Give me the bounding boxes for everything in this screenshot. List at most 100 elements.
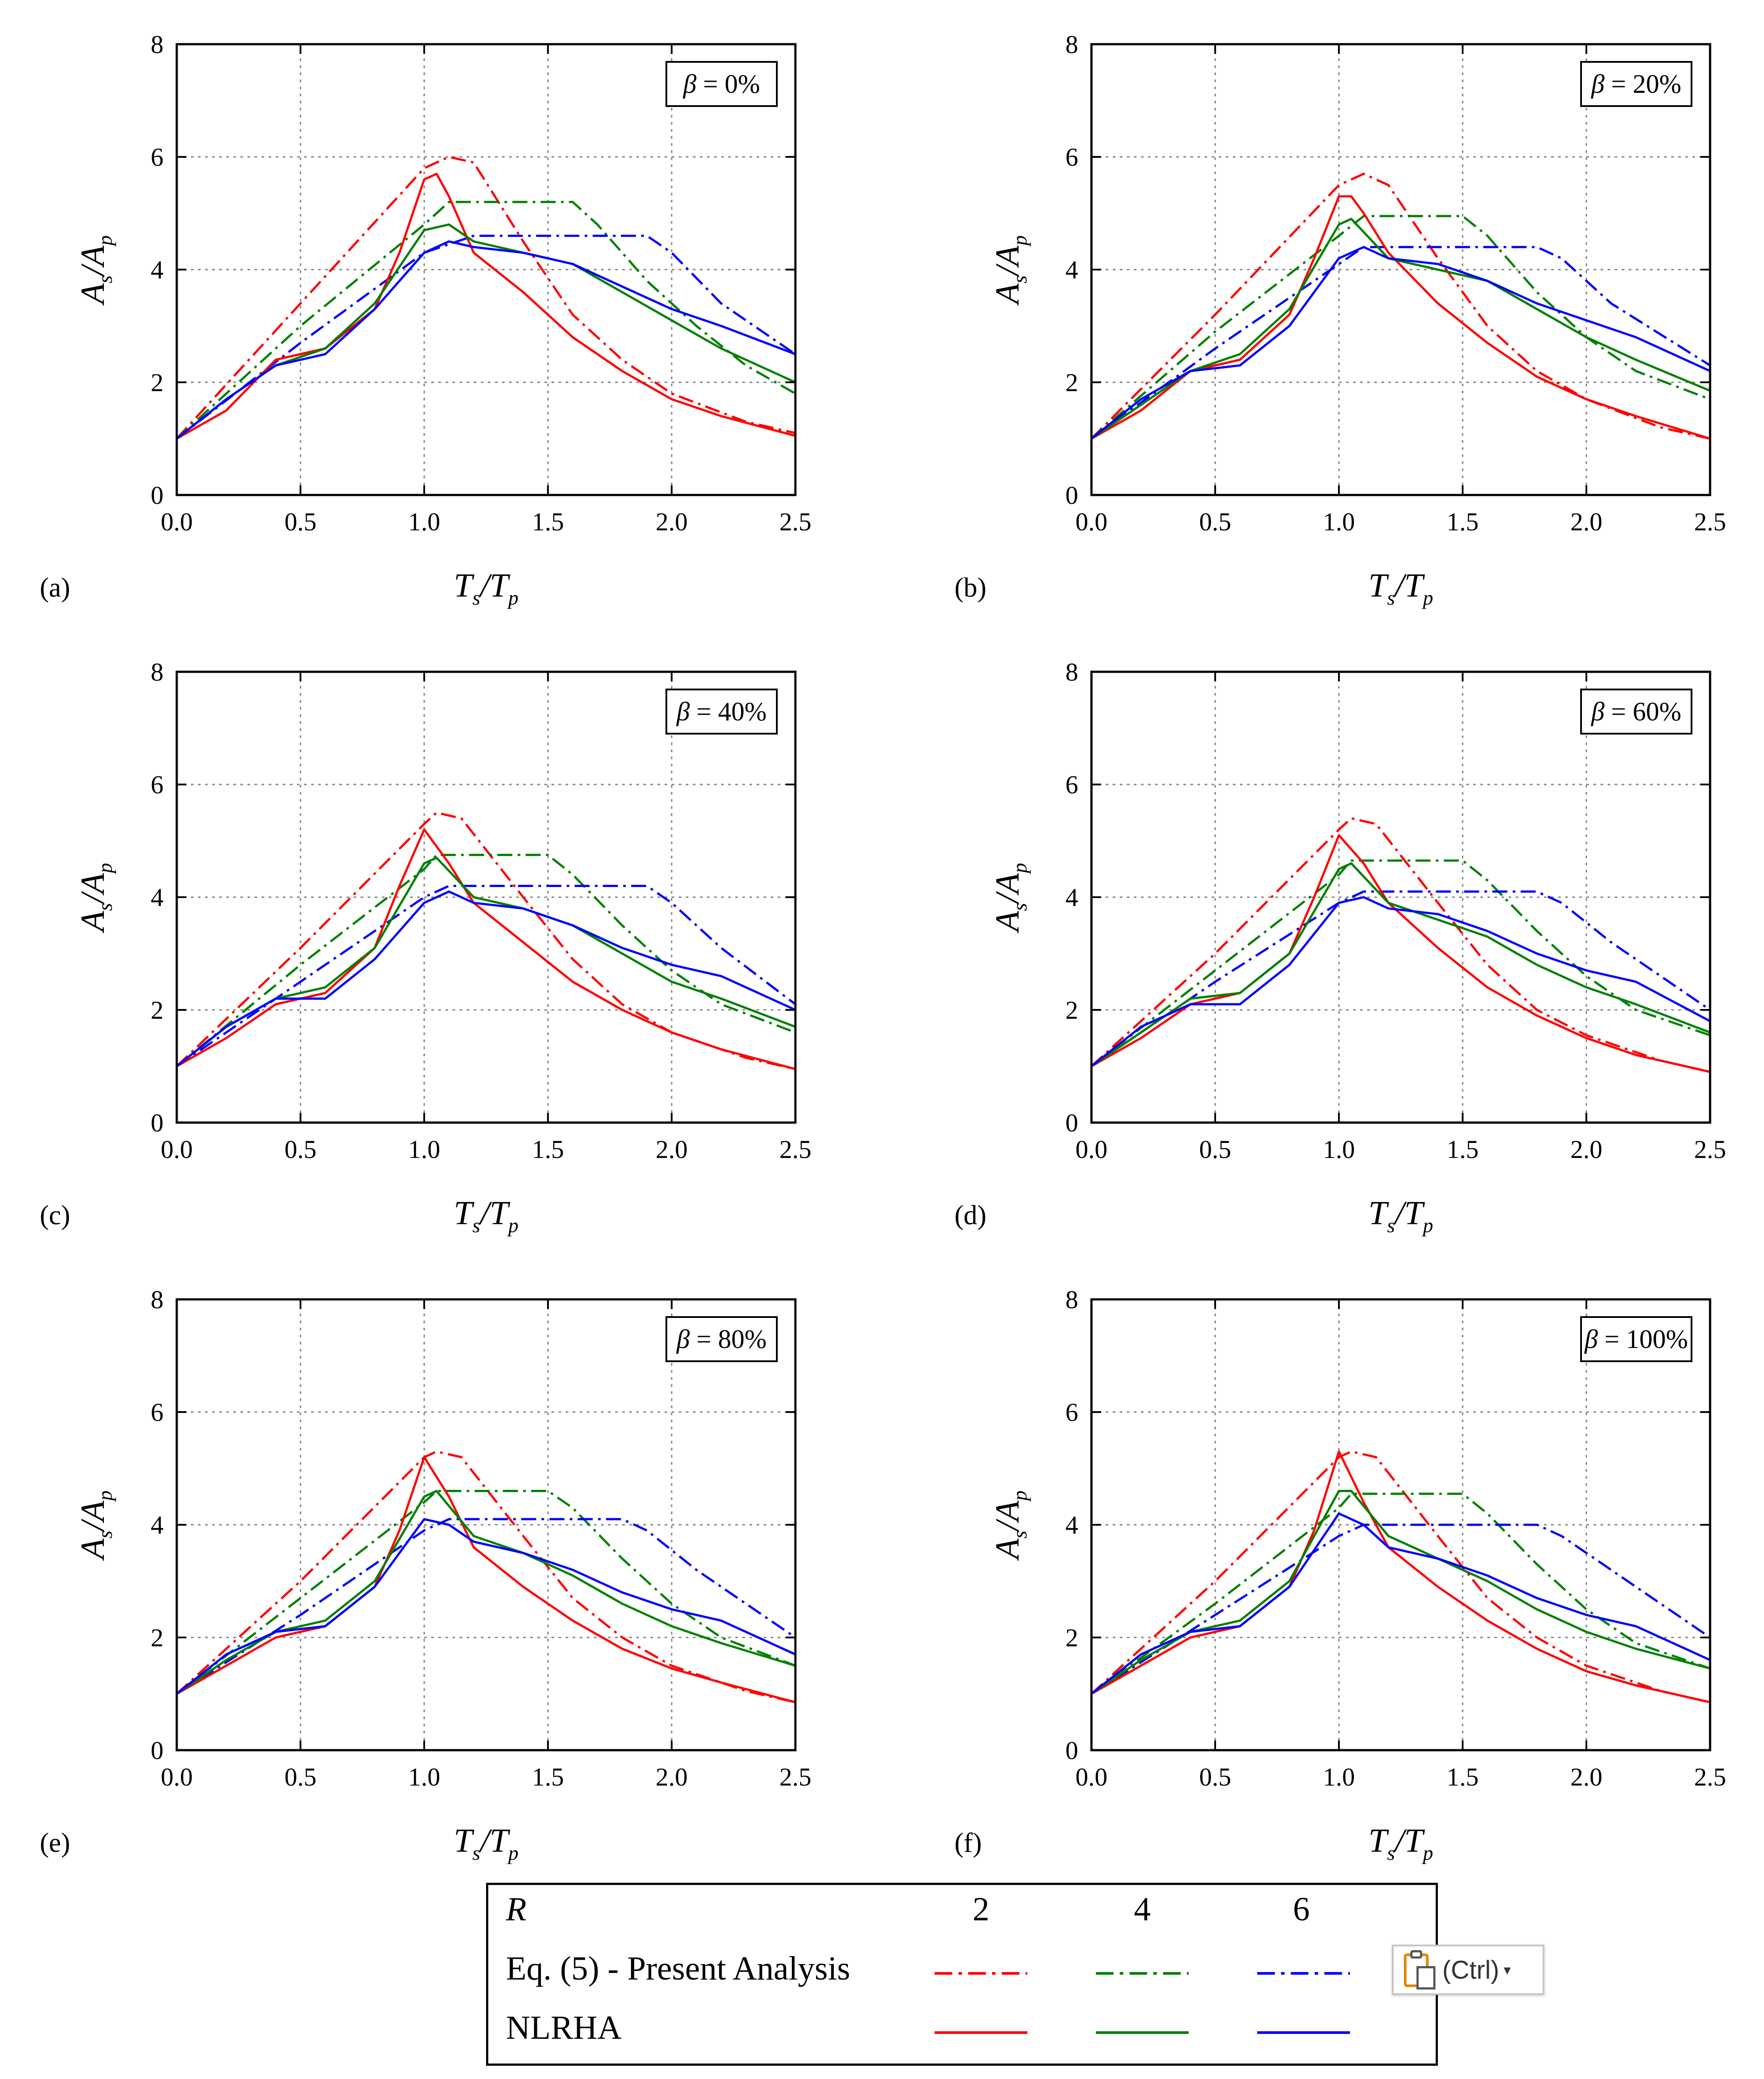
- x-tick-label: 1.0: [408, 507, 441, 536]
- y-tick-label: 8: [1065, 30, 1078, 59]
- x-tick-label: 0.0: [161, 1763, 193, 1791]
- beta-annotation-box: [1580, 61, 1692, 107]
- chart-panel: 0.0 0.5 1.0 1.5 2.0 2.5 0 2 4 6 8 β = 20% Ts/Tp As/Ap…: [954, 30, 1726, 609]
- x-axis-label: Ts/Tp: [454, 1822, 519, 1864]
- panel-label: (d): [954, 1200, 986, 1230]
- series-line: [1091, 195, 1711, 440]
- y-tick-label: 0: [151, 481, 163, 510]
- y-tick-label: 4: [1065, 1511, 1078, 1539]
- series-line: [1091, 862, 1711, 1067]
- series-line: [176, 811, 796, 1070]
- y-tick-label: 4: [151, 1511, 163, 1539]
- beta-annotation-box: [665, 1316, 778, 1362]
- y-axis-label: As/Ap: [989, 863, 1031, 934]
- x-axis-label: Ts/Tp: [1369, 567, 1433, 609]
- series-line: [1091, 890, 1711, 1067]
- x-tick-label: 2.5: [779, 1763, 812, 1791]
- series-line: [176, 890, 796, 1067]
- beta-annotation: β = 20%: [1591, 69, 1681, 99]
- y-tick-label: 6: [1065, 1398, 1078, 1427]
- beta-annotation: β = 80%: [676, 1325, 767, 1354]
- x-tick-label: 0.5: [285, 1763, 317, 1791]
- y-tick-label: 0: [1065, 1736, 1078, 1765]
- panel-label: (c): [40, 1200, 70, 1230]
- y-tick-label: 4: [151, 255, 163, 284]
- legend-r-value-4: 4: [1134, 1891, 1151, 1928]
- y-tick-label: 6: [151, 770, 163, 799]
- x-tick-label: 2.5: [1694, 1135, 1726, 1164]
- clipboard-icon: [1403, 1950, 1437, 1990]
- series-line: [1091, 1450, 1711, 1704]
- panel-label: (b): [954, 573, 986, 603]
- series-line: [176, 1456, 796, 1704]
- series-line: [176, 1490, 796, 1695]
- y-tick-label: 2: [1065, 1623, 1078, 1652]
- series-line: [1091, 246, 1711, 440]
- x-tick-label: 0.0: [1076, 507, 1108, 536]
- legend-row-nlrha: NLRHA: [506, 2009, 622, 2046]
- x-tick-label: 1.5: [1447, 1763, 1479, 1791]
- beta-annotation-box: [1580, 1316, 1692, 1362]
- x-axis-label: Ts/Tp: [454, 1195, 519, 1237]
- series-line: [1091, 1523, 1711, 1695]
- series-line: [1091, 1512, 1711, 1695]
- series-line: [1091, 215, 1711, 440]
- y-axis-label: As/Ap: [74, 236, 116, 306]
- y-axis-label: As/Ap: [989, 236, 1031, 306]
- chart-panel: 0.0 0.5 1.0 1.5 2.0 2.5 0 2 4 6 8 β = 100% Ts/Tp As/A…: [954, 1285, 1726, 1864]
- series-line: [1091, 217, 1711, 440]
- x-axis-label: Ts/Tp: [454, 567, 519, 609]
- x-tick-label: 1.0: [1323, 1135, 1355, 1164]
- beta-annotation: β = 100%: [1584, 1325, 1688, 1354]
- series-line: [1091, 172, 1711, 440]
- x-tick-label: 2.0: [656, 1763, 688, 1791]
- y-tick-label: 6: [151, 1398, 163, 1427]
- beta-annotation: β = 40%: [676, 697, 767, 726]
- y-tick-label: 6: [1065, 770, 1078, 799]
- y-tick-label: 4: [1065, 255, 1078, 284]
- series-line: [176, 1490, 796, 1695]
- series-line: [176, 828, 796, 1070]
- beta-annotation: β = 60%: [1591, 697, 1681, 726]
- x-tick-label: 2.5: [779, 507, 812, 536]
- series-line: [176, 172, 796, 440]
- series-line: [176, 1518, 796, 1695]
- x-tick-label: 2.0: [1570, 1763, 1603, 1791]
- series-line: [176, 201, 796, 440]
- y-tick-label: 8: [1065, 1285, 1078, 1314]
- series-line: [1091, 1450, 1711, 1704]
- y-tick-label: 2: [1065, 368, 1078, 397]
- chart-panel: 0.0 0.5 1.0 1.5 2.0 2.5 0 2 4 6 8 β = 80% Ts/Tp As/Ap…: [40, 1285, 811, 1864]
- series-line: [176, 223, 796, 440]
- chart-panel: 0.0 0.5 1.0 1.5 2.0 2.5 0 2 4 6 8 β = 60% Ts/Tp As/Ap…: [954, 658, 1726, 1237]
- x-tick-label: 1.0: [1323, 1763, 1355, 1791]
- series-line: [176, 235, 796, 440]
- chart-panel: 0.0 0.5 1.0 1.5 2.0 2.5 0 2 4 6 8 β = 40% Ts/Tp As/Ap…: [40, 658, 811, 1237]
- series-line: [176, 1450, 796, 1704]
- paste-options-button[interactable]: (Ctrl) ▾: [1392, 1945, 1544, 1995]
- beta-annotation-box: [1580, 689, 1692, 735]
- x-tick-label: 2.5: [1694, 1763, 1726, 1791]
- y-tick-label: 8: [1065, 658, 1078, 686]
- series-line: [176, 885, 796, 1067]
- x-tick-label: 1.5: [532, 507, 564, 536]
- beta-annotation-box: [665, 61, 778, 107]
- x-tick-label: 0.5: [1199, 1763, 1232, 1791]
- y-tick-label: 0: [151, 1108, 163, 1137]
- y-tick-label: 2: [151, 1623, 163, 1652]
- series-line: [1091, 1493, 1711, 1695]
- x-tick-label: 2.5: [1694, 507, 1726, 536]
- y-tick-label: 2: [1065, 996, 1078, 1024]
- x-tick-label: 0.5: [1199, 1135, 1232, 1164]
- series-line: [176, 853, 796, 1067]
- x-tick-label: 2.0: [1570, 1135, 1603, 1164]
- x-tick-label: 1.0: [408, 1135, 441, 1164]
- legend-swatches: [935, 1972, 1350, 2034]
- y-tick-label: 8: [151, 30, 163, 59]
- chevron-down-icon: ▾: [1503, 1962, 1511, 1978]
- y-tick-label: 2: [151, 368, 163, 397]
- y-tick-label: 2: [151, 996, 163, 1024]
- x-tick-label: 1.5: [1447, 1135, 1479, 1164]
- x-axis-label: Ts/Tp: [1369, 1822, 1433, 1864]
